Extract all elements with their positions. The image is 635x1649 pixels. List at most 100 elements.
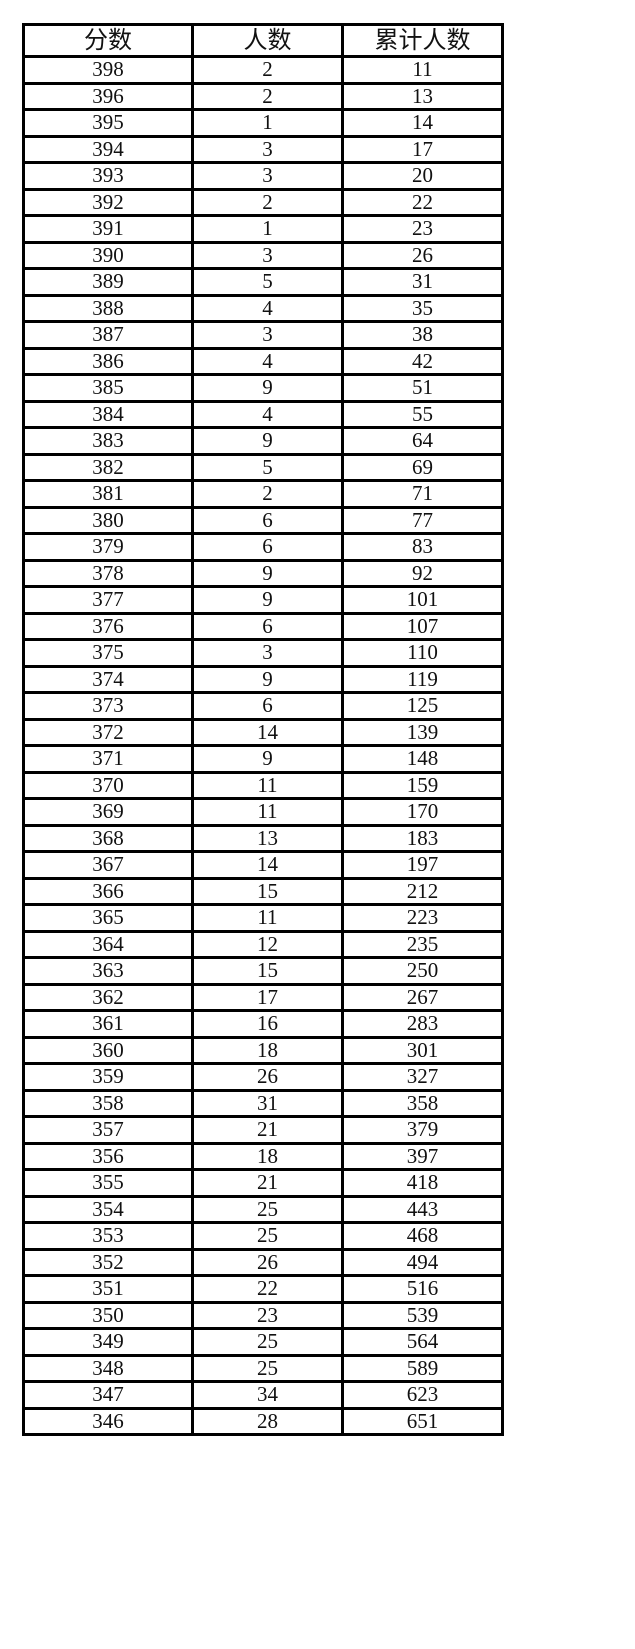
- cumulative-cell: 20: [340, 161, 505, 191]
- table-row: 349 25 564: [22, 1327, 505, 1357]
- table-row: 384 4 55: [22, 399, 505, 429]
- table-row: 362 17 267: [22, 982, 505, 1012]
- cumulative-cell: 17: [340, 134, 505, 164]
- cumulative-cell: 22: [340, 187, 505, 217]
- score-cell: 379: [22, 532, 194, 562]
- table-row: 361 16 283: [22, 1009, 505, 1039]
- score-cell: 372: [22, 717, 194, 747]
- score-cell: 381: [22, 479, 194, 509]
- table-row: 389 5 31: [22, 267, 505, 297]
- header-cumulative: 累计人数: [340, 23, 505, 58]
- table-row: 395 1 14: [22, 108, 505, 138]
- count-cell: 34: [190, 1380, 344, 1410]
- table-row: 388 4 35: [22, 293, 505, 323]
- cumulative-cell: 35: [340, 293, 505, 323]
- count-cell: 22: [190, 1274, 344, 1304]
- score-cell: 388: [22, 293, 194, 323]
- cumulative-cell: 223: [340, 903, 505, 933]
- cumulative-cell: 494: [340, 1247, 505, 1277]
- table-row: 350 23 539: [22, 1300, 505, 1330]
- header-score: 分数: [22, 23, 194, 58]
- score-cell: 358: [22, 1088, 194, 1118]
- count-cell: 11: [190, 770, 344, 800]
- count-cell: 3: [190, 638, 344, 668]
- score-cell: 363: [22, 956, 194, 986]
- cumulative-cell: 418: [340, 1168, 505, 1198]
- score-cell: 378: [22, 558, 194, 588]
- count-cell: 18: [190, 1035, 344, 1065]
- score-cell: 347: [22, 1380, 194, 1410]
- table-row: 377 9 101: [22, 585, 505, 615]
- cumulative-cell: 64: [340, 426, 505, 456]
- table-row: 374 9 119: [22, 664, 505, 694]
- table-row: 382 5 69: [22, 452, 505, 482]
- score-cell: 351: [22, 1274, 194, 1304]
- table-row: 394 3 17: [22, 134, 505, 164]
- table-row: 348 25 589: [22, 1353, 505, 1383]
- cumulative-cell: 327: [340, 1062, 505, 1092]
- header-row: 分数 人数 累计人数: [22, 23, 505, 58]
- score-cell: 369: [22, 797, 194, 827]
- score-cell: 367: [22, 850, 194, 880]
- cumulative-cell: 170: [340, 797, 505, 827]
- count-cell: 9: [190, 744, 344, 774]
- table-row: 363 15 250: [22, 956, 505, 986]
- score-cell: 350: [22, 1300, 194, 1330]
- cumulative-cell: 301: [340, 1035, 505, 1065]
- count-cell: 25: [190, 1221, 344, 1251]
- count-cell: 13: [190, 823, 344, 853]
- score-cell: 357: [22, 1115, 194, 1145]
- cumulative-cell: 283: [340, 1009, 505, 1039]
- cumulative-cell: 69: [340, 452, 505, 482]
- count-cell: 3: [190, 240, 344, 270]
- score-cell: 356: [22, 1141, 194, 1171]
- score-cell: 361: [22, 1009, 194, 1039]
- score-cell: 382: [22, 452, 194, 482]
- score-cell: 385: [22, 373, 194, 403]
- count-cell: 9: [190, 585, 344, 615]
- score-cell: 370: [22, 770, 194, 800]
- count-cell: 11: [190, 797, 344, 827]
- table-row: 365 11 223: [22, 903, 505, 933]
- count-cell: 12: [190, 929, 344, 959]
- count-cell: 6: [190, 532, 344, 562]
- table-row: 354 25 443: [22, 1194, 505, 1224]
- score-cell: 366: [22, 876, 194, 906]
- table-row: 387 3 38: [22, 320, 505, 350]
- count-cell: 25: [190, 1327, 344, 1357]
- count-cell: 26: [190, 1062, 344, 1092]
- cumulative-cell: 92: [340, 558, 505, 588]
- score-cell: 354: [22, 1194, 194, 1224]
- count-cell: 6: [190, 691, 344, 721]
- table-row: 352 26 494: [22, 1247, 505, 1277]
- cumulative-cell: 139: [340, 717, 505, 747]
- count-cell: 3: [190, 134, 344, 164]
- count-cell: 9: [190, 426, 344, 456]
- score-distribution-table: 分数 人数 累计人数 398 2 11 396 2 13 395 1 14 394 3 17 393 3 2…: [22, 23, 505, 1436]
- table-row: 366 15 212: [22, 876, 505, 906]
- table-row: 383 9 64: [22, 426, 505, 456]
- cumulative-cell: 31: [340, 267, 505, 297]
- count-cell: 16: [190, 1009, 344, 1039]
- score-cell: 384: [22, 399, 194, 429]
- table-row: 370 11 159: [22, 770, 505, 800]
- table-row: 353 25 468: [22, 1221, 505, 1251]
- table-row: 391 1 23: [22, 214, 505, 244]
- count-cell: 1: [190, 108, 344, 138]
- cumulative-cell: 55: [340, 399, 505, 429]
- count-cell: 2: [190, 81, 344, 111]
- cumulative-cell: 23: [340, 214, 505, 244]
- table-row: 381 2 71: [22, 479, 505, 509]
- cumulative-cell: 51: [340, 373, 505, 403]
- table-row: 378 9 92: [22, 558, 505, 588]
- score-cell: 396: [22, 81, 194, 111]
- score-cell: 392: [22, 187, 194, 217]
- table-row: 355 21 418: [22, 1168, 505, 1198]
- score-cell: 352: [22, 1247, 194, 1277]
- cumulative-cell: 107: [340, 611, 505, 641]
- score-cell: 374: [22, 664, 194, 694]
- score-cell: 359: [22, 1062, 194, 1092]
- cumulative-cell: 125: [340, 691, 505, 721]
- count-cell: 31: [190, 1088, 344, 1118]
- cumulative-cell: 101: [340, 585, 505, 615]
